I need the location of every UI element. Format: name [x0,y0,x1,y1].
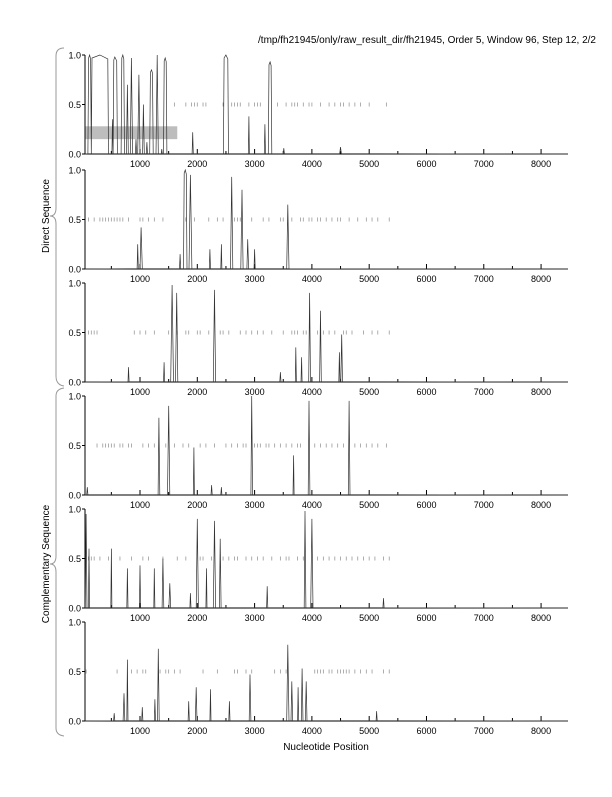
x-tick-label: 6000 [416,159,436,169]
x-tick-label: 7000 [474,726,494,736]
x-tick-label: 5000 [359,159,379,169]
panel-2: 0.0 0.5 1.0 1000 2000 3000 4000 5000 6000 7000 800… [68,166,569,284]
y-tick-label: 0.5 [68,441,81,451]
x-tick-label: 8000 [531,726,551,736]
x-tick-label: 3000 [245,500,265,510]
x-tick-label: 4000 [302,274,322,284]
x-tick-label: 2000 [187,726,207,736]
x-tick-label: 8000 [531,500,551,510]
x-tick-label: 4000 [302,613,322,623]
series-line [84,510,569,609]
direct-brace [49,47,65,387]
group-label-direct: Direct Sequence [41,179,52,253]
x-tick-label: 2000 [187,500,207,510]
x-tick-label: 2000 [187,387,207,397]
x-tick-label: 6000 [416,726,436,736]
x-tick-label: 8000 [531,274,551,284]
x-tick-label: 1000 [130,159,150,169]
x-tick-label: 2000 [187,274,207,284]
x-tick-label: 4000 [302,500,322,510]
complementary-brace [49,387,65,737]
x-tick-label: 7000 [474,500,494,510]
panel-5: 0.0 0.5 1.0 1000 2000 3000 4000 5000 6000 7000 800… [68,505,569,623]
x-tick-label: 5000 [359,387,379,397]
y-tick-label: 0.0 [68,150,81,160]
x-tick-label: 6000 [416,613,436,623]
x-tick-label: 7000 [474,274,494,284]
series-line [84,53,569,155]
panels: 0.0 0.5 1.0 1000 2000 3000 4000 5000 6000 7000 800… [68,51,569,736]
x-tick-label: 8000 [531,387,551,397]
panel-3: 0.0 0.5 1.0 1000 2000 3000 4000 5000 6000 7000 800… [68,279,569,397]
chart-title: /tmp/fh21945/only/raw_result_dir/fh21945… [258,35,596,46]
x-tick-label: 5000 [359,274,379,284]
y-tick-label: 1.0 [68,618,81,628]
y-tick-label: 0.5 [68,100,81,110]
series-line [84,168,569,270]
y-tick-label: 0.5 [68,215,81,225]
y-tick-label: 0.5 [68,667,81,677]
x-tick-label: 6000 [416,500,436,510]
y-tick-label: 0.0 [68,378,81,388]
panel-6: 0.0 0.5 1.0 1000 2000 3000 4000 5000 6000 7000 800… [68,618,569,736]
y-tick-label: 1.0 [68,166,81,176]
y-tick-label: 1.0 [68,392,81,402]
x-tick-label: 2000 [187,613,207,623]
y-tick-label: 0.0 [68,717,81,727]
x-tick-label: 5000 [359,726,379,736]
x-tick-label: 7000 [474,613,494,623]
x-tick-label: 1000 [130,274,150,284]
series-line [84,284,569,383]
y-tick-label: 0.0 [68,491,81,501]
y-tick-label: 1.0 [68,505,81,515]
x-tick-label: 2000 [187,159,207,169]
x-tick-label: 1000 [130,613,150,623]
group-label-complementary: Complementary Sequence [41,504,52,623]
x-tick-label: 3000 [245,274,265,284]
x-tick-label: 7000 [474,387,494,397]
y-tick-label: 0.5 [68,554,81,564]
x-tick-label: 5000 [359,613,379,623]
x-tick-label: 3000 [245,726,265,736]
x-tick-label: 6000 [416,387,436,397]
y-tick-label: 0.0 [68,604,81,614]
x-tick-label: 3000 [245,387,265,397]
series-line [84,644,569,722]
panel-4: 0.0 0.5 1.0 1000 2000 3000 4000 5000 6000 7000 800… [68,392,569,510]
x-tick-label: 1000 [130,500,150,510]
x-tick-label: 6000 [416,274,436,284]
y-tick-label: 0.0 [68,265,81,275]
x-tick-label: 8000 [531,159,551,169]
x-tick-label: 3000 [245,159,265,169]
y-tick-label: 1.0 [68,279,81,289]
x-tick-label: 1000 [130,387,150,397]
panel-1: 0.0 0.5 1.0 1000 2000 3000 4000 5000 6000 7000 800… [68,51,569,169]
y-tick-label: 1.0 [68,51,81,61]
x-axis-label: Nucleotide Position [283,742,369,753]
x-tick-label: 4000 [302,387,322,397]
x-tick-label: 1000 [130,726,150,736]
x-tick-label: 3000 [245,613,265,623]
x-tick-label: 5000 [359,500,379,510]
x-tick-label: 7000 [474,159,494,169]
y-tick-label: 0.5 [68,328,81,338]
x-tick-label: 8000 [531,613,551,623]
x-tick-label: 4000 [302,159,322,169]
series-line [84,395,569,496]
x-tick-label: 4000 [302,726,322,736]
